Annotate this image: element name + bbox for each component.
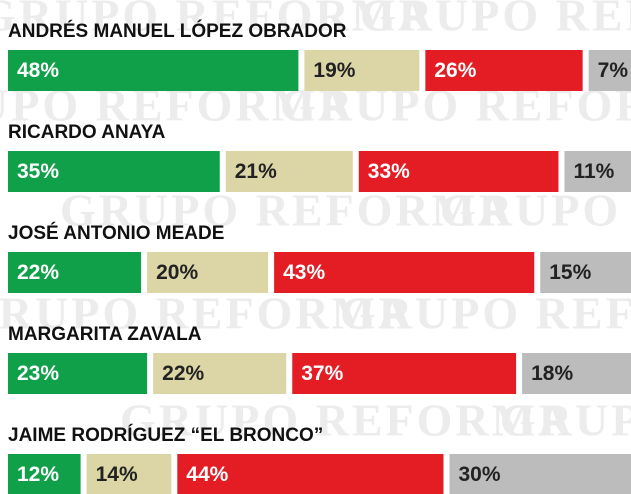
candidate-name: RICARDO ANAYA <box>8 122 166 143</box>
value-label: 11% <box>573 160 614 183</box>
value-label: 30% <box>459 463 501 486</box>
value-label: 19% <box>313 59 355 82</box>
bar-segment <box>588 50 631 91</box>
bar-segment <box>304 50 420 91</box>
bar-segment <box>177 454 444 494</box>
candidate-name: JAIME RODRÍGUEZ “EL BRONCO” <box>8 424 323 446</box>
bar-segment <box>8 50 299 91</box>
bar-segment <box>564 151 631 192</box>
bar-segment <box>425 50 583 91</box>
value-label: 33% <box>368 160 410 183</box>
value-label: 20% <box>156 261 198 284</box>
watermark: GRUPO REFORMA <box>500 395 631 446</box>
value-label: 12% <box>17 463 59 486</box>
watermark: GRUPO REFORMA <box>440 185 631 236</box>
watermark: GRUPO REFORMA <box>360 0 631 41</box>
bar-segment <box>522 353 631 394</box>
watermark: GRUPO REFORMA <box>120 395 574 446</box>
candidate-name: ANDRÉS MANUEL LÓPEZ OBRADOR <box>8 20 347 42</box>
value-label: 22% <box>17 261 59 284</box>
bar-segment <box>540 252 631 293</box>
bar-segment <box>147 252 269 293</box>
bar-segment <box>8 252 142 293</box>
bar-segment <box>358 151 559 192</box>
bar-segment <box>8 353 148 394</box>
watermark: GRUPO REFORMA <box>340 288 631 339</box>
value-label: 22% <box>162 362 204 385</box>
bar-segment <box>225 151 353 192</box>
value-label: 7% <box>598 59 629 82</box>
watermark: GRUPO REFORMA <box>60 185 514 236</box>
bar-segment <box>86 454 172 494</box>
value-label: 44% <box>186 463 228 486</box>
bar-segment <box>8 454 81 494</box>
bar-segment <box>292 353 517 394</box>
candidate-name: MARGARITA ZAVALA <box>8 324 202 345</box>
value-label: 35% <box>17 160 59 183</box>
value-label: 43% <box>283 261 325 284</box>
bar-segment <box>153 353 287 394</box>
bar-segment <box>449 454 631 494</box>
bar-segment <box>274 252 535 293</box>
watermark: GRUPO REFORMA <box>0 288 414 339</box>
value-label: 18% <box>531 362 573 385</box>
value-label: 48% <box>17 59 59 82</box>
value-label: 23% <box>17 362 59 385</box>
value-label: 14% <box>96 463 138 486</box>
bar-segment <box>8 151 220 192</box>
value-label: 37% <box>301 362 343 385</box>
value-label: 15% <box>549 261 591 284</box>
candidate-name: JOSÉ ANTONIO MEADE <box>8 222 224 244</box>
watermark: GRUPO REFORMA <box>0 0 434 41</box>
value-label: 21% <box>235 160 277 183</box>
value-label: 26% <box>434 59 476 82</box>
